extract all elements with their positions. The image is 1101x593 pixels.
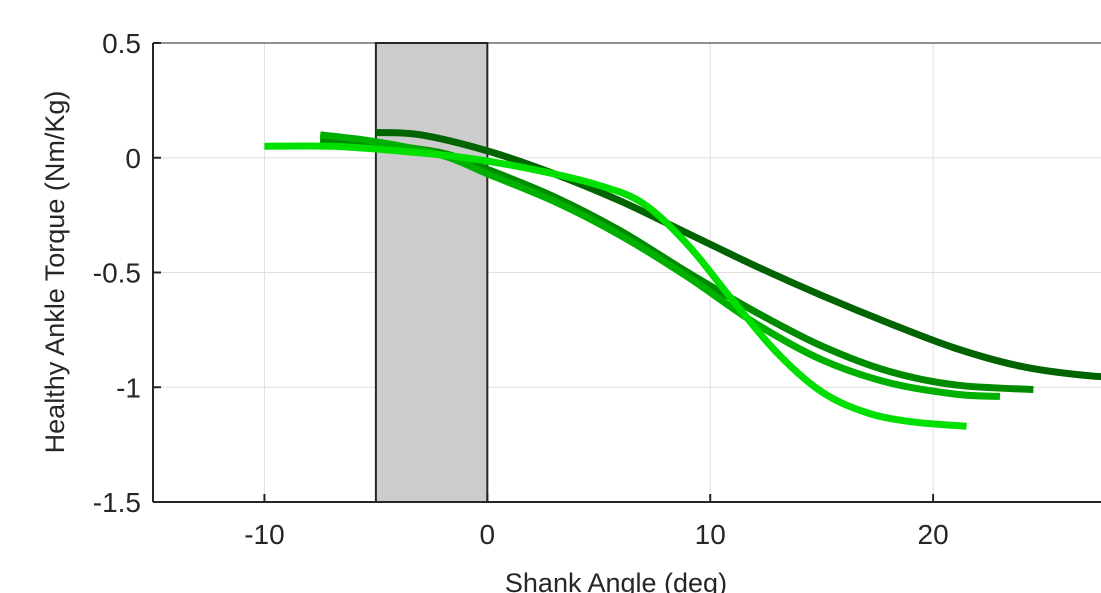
y-tick-label: -0.5 [93, 258, 141, 289]
shaded-region [374, 42, 489, 503]
x-tick-label: -10 [244, 519, 284, 550]
y-tick-label: 0.5 [102, 28, 141, 59]
x-tick-label: 10 [695, 519, 726, 550]
series-lines [264, 129, 1101, 430]
y-tick-label: 0 [125, 143, 141, 174]
y-axis-label: Healthy Ankle Torque (Nm/Kg) [40, 91, 70, 454]
x-axis-label: Shank Angle (deg) [505, 568, 727, 593]
x-tick-label: 0 [480, 519, 496, 550]
axes [152, 42, 1101, 503]
y-tick-label: -1.5 [93, 487, 141, 518]
series-line-4 [264, 142, 967, 430]
series-line-1 [375, 129, 1101, 381]
x-tick-label: 20 [918, 519, 949, 550]
tick-labels: -1001020300.50-0.5-1-1.5 [93, 28, 949, 550]
y-tick-label: -1 [116, 372, 141, 403]
